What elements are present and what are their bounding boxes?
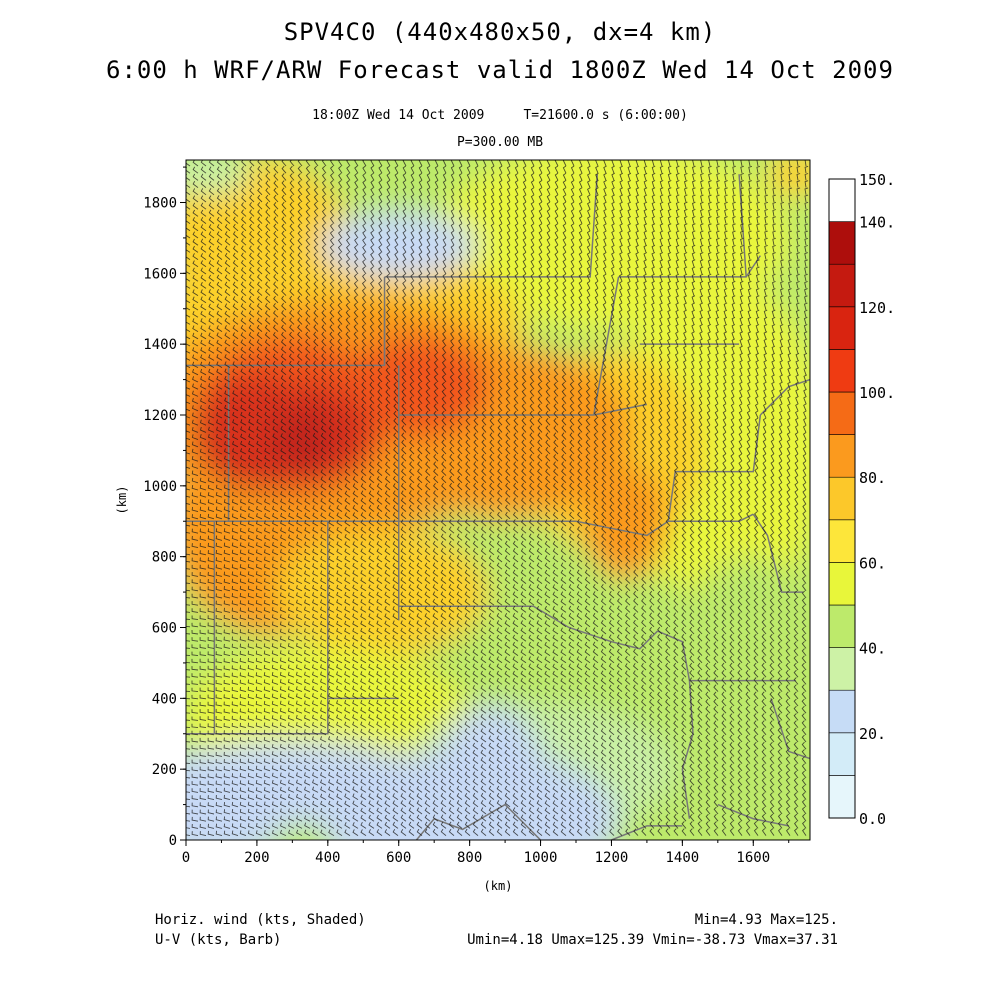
x-tick-label: 1000 (524, 850, 558, 866)
x-tick-label: 1400 (666, 850, 700, 866)
plot-frame (185, 159, 811, 841)
field-label: Horiz. wind (kts, Shaded) (155, 912, 366, 928)
wind-speed-shading (186, 160, 810, 840)
colorbar-label: 60. (859, 554, 886, 572)
y-tick-label: 1200 (143, 408, 177, 424)
y-tick-label: 200 (152, 762, 177, 778)
colorbar-label: 120. (859, 299, 895, 317)
colorbar (828, 178, 856, 819)
pressure-level-subtitle: P=300.00 MB (456, 135, 544, 150)
y-tick-label: 600 (152, 621, 177, 637)
colorbar-segment (828, 689, 856, 734)
y-tick-label: 0 (169, 833, 177, 849)
map-title-line2: 6:00 h WRF/ARW Forecast valid 1800Z Wed … (106, 56, 894, 84)
state-boundaries (186, 174, 810, 840)
colorbar-label: 100. (859, 384, 895, 402)
colorbar-segment (828, 562, 856, 606)
colorbar-segment (828, 732, 856, 776)
x-tick-label: 200 (244, 850, 269, 866)
colorbar-segment (828, 306, 856, 350)
x-tick-label: 600 (386, 850, 411, 866)
y-tick-label: 1000 (143, 479, 177, 495)
colorbar-label: 80. (859, 469, 886, 487)
x-tick-label: 400 (315, 850, 340, 866)
colorbar-label: 140. (859, 214, 895, 232)
colorbar-segment (828, 476, 856, 521)
colorbar-label: 150. (859, 171, 895, 189)
y-tick-label: 800 (152, 550, 177, 566)
x-tick-label: 0 (182, 850, 190, 866)
colorbar-segment (828, 519, 856, 563)
x-axis-label: (km) (484, 879, 513, 893)
wind-barbs (186, 160, 809, 837)
x-axis: 0 200 400 600 800 1000 1200 1400 1600 (182, 840, 790, 866)
valid-time-subtitle: 18:00Z Wed 14 Oct 2009 T=21600.0 s (6:00… (312, 108, 688, 123)
y-axis: 0 200 400 600 800 1000 1200 1400 1600 1800 (143, 166, 186, 849)
y-tick-label: 400 (152, 691, 177, 707)
colorbar-label: 40. (859, 640, 886, 658)
x-tick-label: 1200 (595, 850, 629, 866)
colorbar-segment (828, 647, 856, 691)
y-axis-label: (km) (115, 486, 129, 515)
colorbar-segment (828, 434, 856, 478)
colorbar-segment (828, 349, 856, 393)
y-tick-label: 1800 (143, 196, 177, 212)
colorbar-segment (828, 221, 856, 265)
min-max-text: Min=4.93 Max=125. (694, 912, 838, 928)
y-tick-label: 1400 (143, 337, 177, 353)
colorbar-segment (828, 263, 856, 308)
uv-stats-text: Umin=4.18 Umax=125.39 Vmin=-38.73 Vmax=3… (467, 932, 838, 948)
colorbar-segment (828, 391, 856, 435)
colorbar-segment (828, 775, 856, 819)
colorbar-label: 0.0 (859, 810, 886, 828)
x-tick-label: 800 (457, 850, 482, 866)
colorbar-label: 20. (859, 725, 886, 743)
y-tick-label: 1600 (143, 266, 177, 282)
colorbar-segment (828, 604, 856, 648)
barb-label: U-V (kts, Barb) (155, 932, 282, 948)
map-title-line1: SPV4C0 (440x480x50, dx=4 km) (283, 18, 717, 46)
x-tick-label: 1600 (736, 850, 770, 866)
colorbar-labels: 150. 140. 120. 100. 80. 60. 40. 20. 0.0 (859, 171, 895, 828)
